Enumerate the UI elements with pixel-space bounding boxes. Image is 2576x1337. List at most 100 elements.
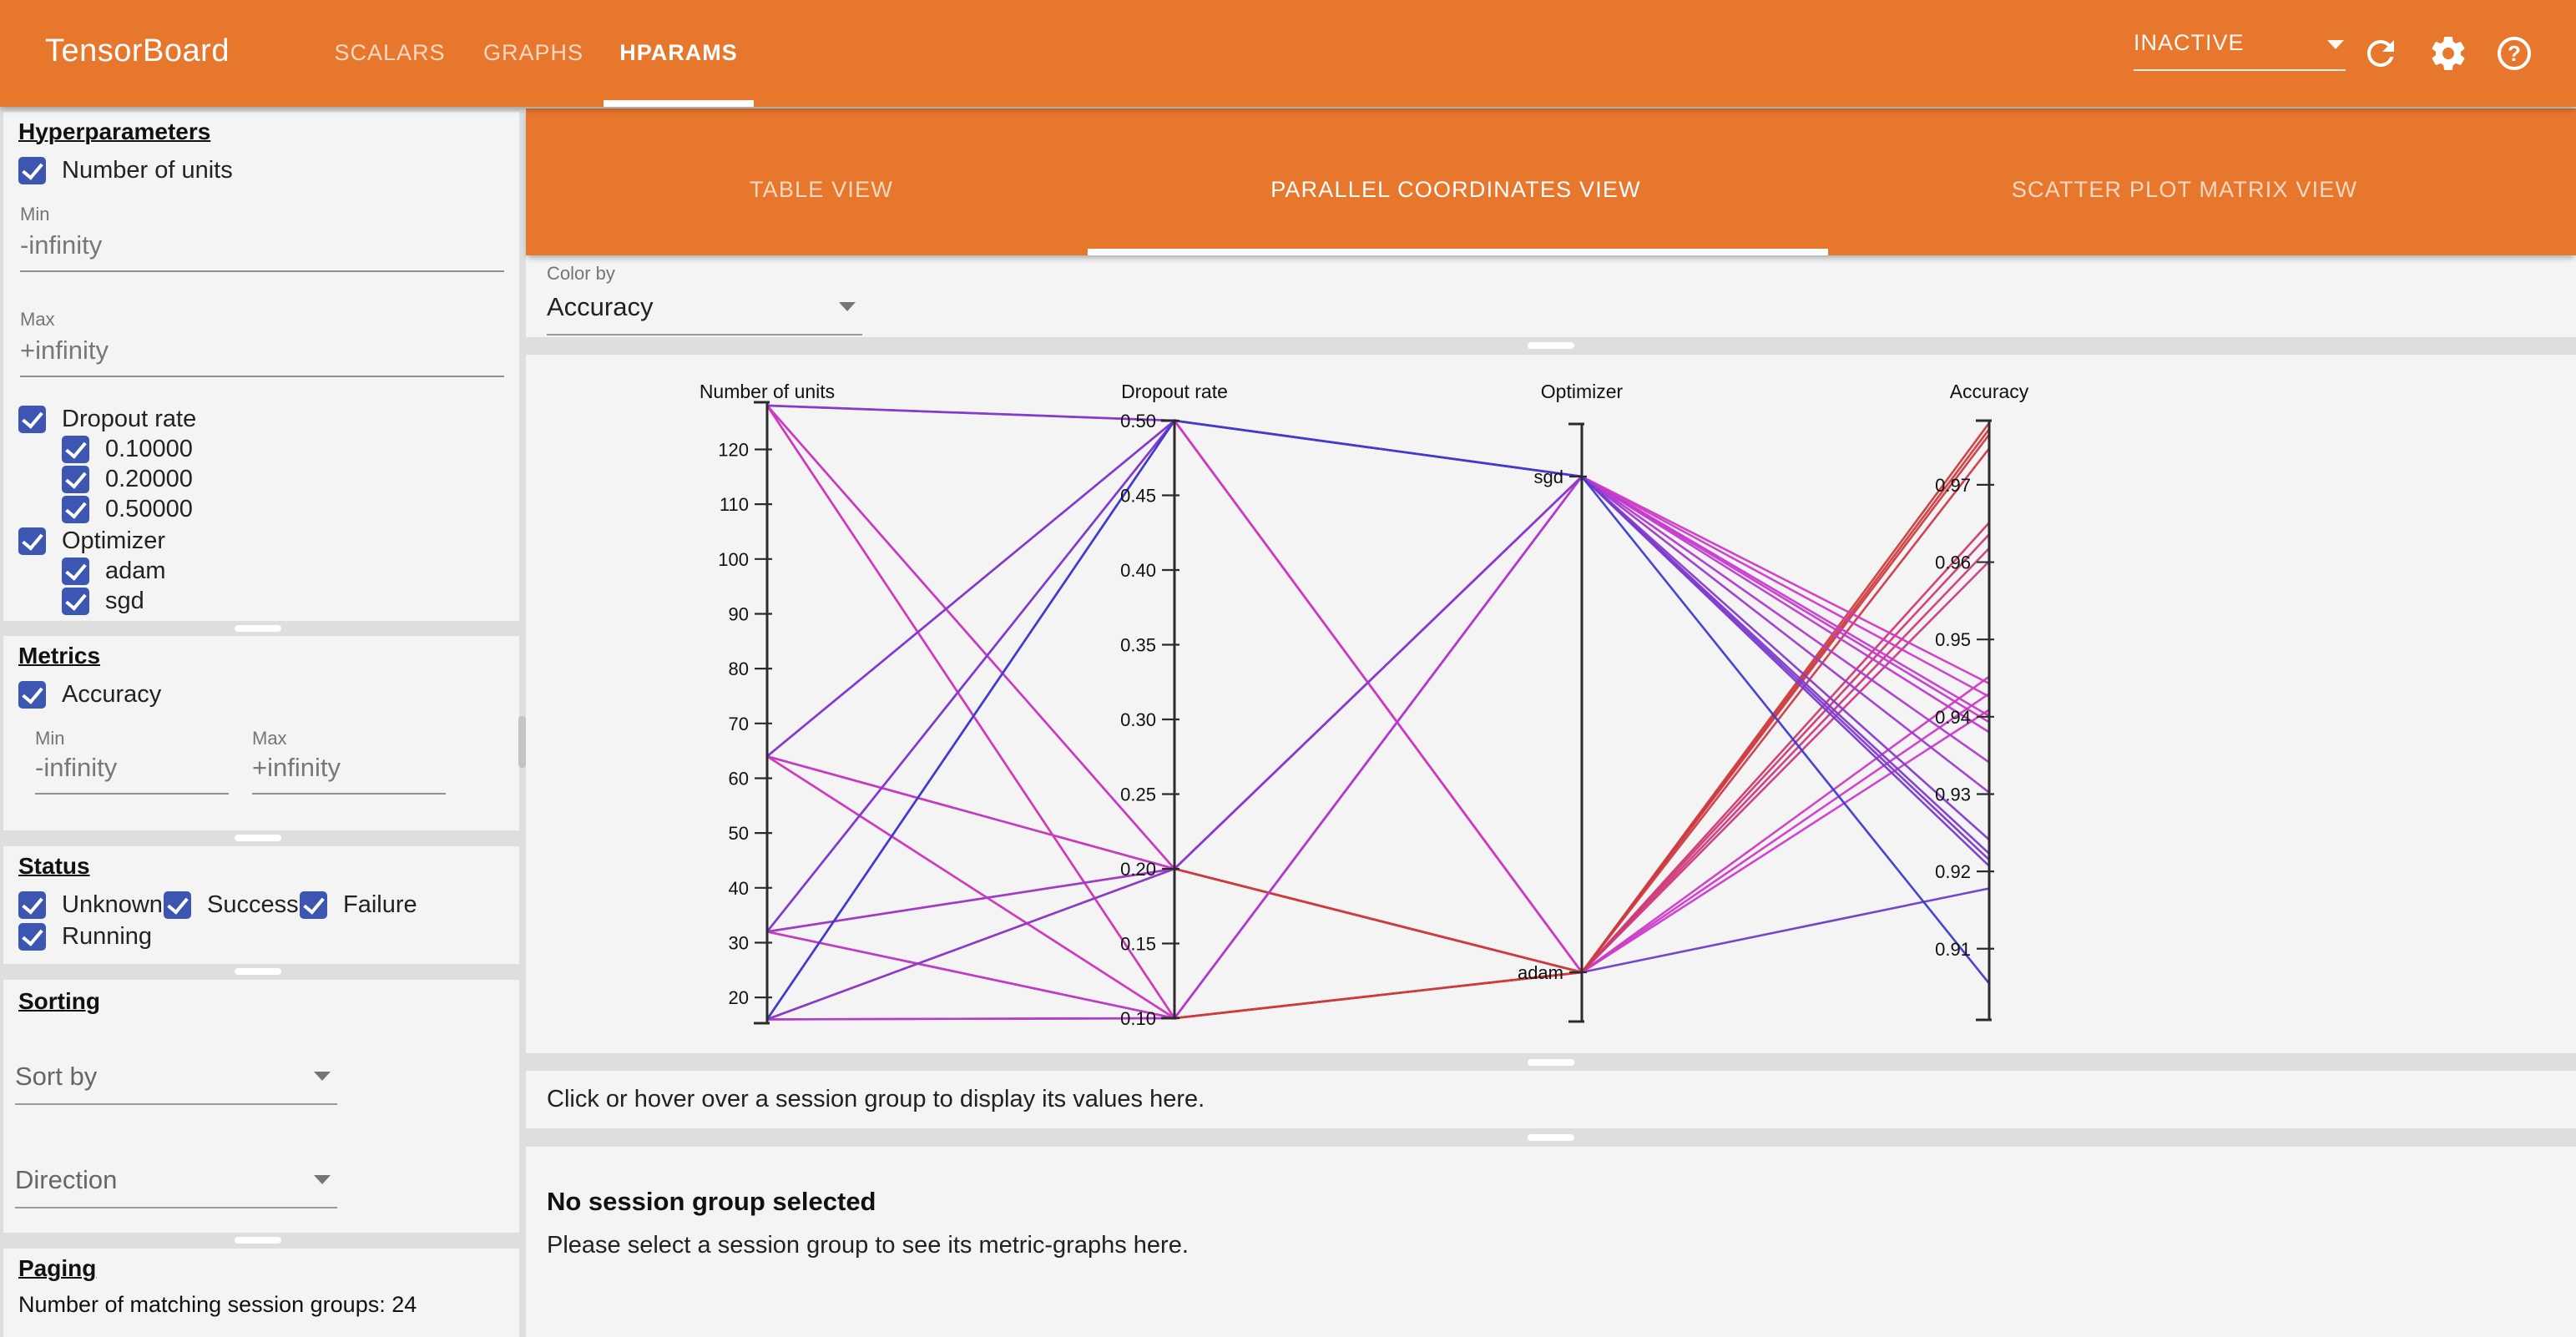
optimizer-value-sgd-checkbox[interactable] xyxy=(62,587,89,615)
nav-tab-scalars[interactable]: SCALARS xyxy=(334,40,446,65)
dropout-value-0.50000-row[interactable]: 0.50000 xyxy=(62,492,193,526)
status-success-label: Success xyxy=(207,890,299,918)
resize-handle[interactable] xyxy=(235,1237,281,1244)
tick-label: 0.94 xyxy=(1935,707,1971,728)
session-line[interactable] xyxy=(766,404,1990,974)
tab-table-view[interactable]: TABLE VIEW xyxy=(749,177,894,202)
resize-handle[interactable] xyxy=(1528,1134,1574,1141)
dropout-value-0.10000-row[interactable]: 0.10000 xyxy=(62,432,193,466)
session-line[interactable] xyxy=(766,405,1990,870)
session-line[interactable] xyxy=(765,419,1991,1021)
axis-optimizer[interactable]: Optimizer sgd adam xyxy=(1518,381,1624,1023)
active-nav-underline xyxy=(604,100,754,107)
parallel-coordinates-chart: Number of units 120 110 100 90 80 70 60 50 40 30 20… xyxy=(526,355,2576,1053)
dropout-value-0.20000-row[interactable]: 0.20000 xyxy=(62,462,193,496)
sidebar-scrollbar[interactable] xyxy=(518,716,526,768)
color-by-label: Color by xyxy=(547,263,615,284)
axis-units[interactable]: Number of units 120 110 100 90 80 70 60 50 40 30 20 xyxy=(700,381,835,1025)
resize-handle[interactable] xyxy=(235,835,281,841)
status-unknown-row[interactable]: Unknown xyxy=(18,888,163,921)
color-by-dropdown[interactable]: Accuracy xyxy=(547,292,862,336)
accuracy-max-input[interactable] xyxy=(252,753,446,795)
tick-label: 0.92 xyxy=(1935,861,1971,882)
resize-handle[interactable] xyxy=(235,968,281,975)
no-selection-title: No session group selected xyxy=(547,1187,876,1216)
dropout-value-0.10000-label: 0.10000 xyxy=(105,435,193,462)
status-running-label: Running xyxy=(62,922,153,950)
session-line[interactable] xyxy=(766,533,1990,974)
view-tabs-bar: TABLE VIEW PARALLEL COORDINATES VIEW SCA… xyxy=(526,108,2576,255)
status-failure-row[interactable]: Failure xyxy=(300,888,417,921)
dropout-value-0.50000-checkbox[interactable] xyxy=(62,495,89,523)
session-line[interactable] xyxy=(766,475,1990,1021)
hyperparameters-heading: Hyperparameters xyxy=(18,119,211,144)
session-line[interactable] xyxy=(766,475,1990,933)
status-running-checkbox[interactable] xyxy=(18,922,46,951)
resize-handle[interactable] xyxy=(1528,1059,1574,1066)
dropout-rate-checkbox[interactable] xyxy=(18,405,46,433)
session-line[interactable] xyxy=(766,419,1990,861)
hparam-optimizer-row[interactable]: Optimizer xyxy=(18,524,165,558)
sorting-section: Sorting Sort by Direction xyxy=(3,980,519,1233)
hparam-number-of-units-row[interactable]: Number of units xyxy=(18,154,233,187)
settings-button[interactable] xyxy=(2428,33,2468,73)
session-line[interactable] xyxy=(765,418,1990,1021)
parallel-coordinates-svg[interactable]: Number of units 120 110 100 90 80 70 60 50 40 30 20… xyxy=(526,355,2576,1053)
help-button[interactable]: ? xyxy=(2494,33,2534,73)
resize-handle[interactable] xyxy=(235,625,281,632)
direction-dropdown[interactable]: Direction xyxy=(15,1165,337,1208)
tick-label: 40 xyxy=(729,878,749,899)
color-by-value: Accuracy xyxy=(547,292,654,321)
session-line[interactable] xyxy=(766,447,1991,974)
top-app-bar: TensorBoard SCALARS GRAPHS HPARAMS INACT… xyxy=(0,0,2576,107)
units-min-input[interactable] xyxy=(20,230,504,272)
svg-text:?: ? xyxy=(2508,41,2521,66)
session-line[interactable] xyxy=(766,405,1991,974)
units-max-input[interactable] xyxy=(20,336,504,377)
status-unknown-label: Unknown xyxy=(62,890,163,918)
optimizer-value-adam-checkbox[interactable] xyxy=(62,557,89,585)
optimizer-value-sgd-row[interactable]: sgd xyxy=(62,584,144,618)
hparam-dropout-rate-row[interactable]: Dropout rate xyxy=(18,402,196,436)
status-success-checkbox[interactable] xyxy=(164,890,191,919)
axis-title-accuracy: Accuracy xyxy=(1950,381,2029,402)
tab-parallel-coordinates-view[interactable]: PARALLEL COORDINATES VIEW xyxy=(1270,177,1641,202)
optimizer-value-adam-row[interactable]: adam xyxy=(62,554,166,588)
tick-label: 0.45 xyxy=(1120,486,1156,507)
paging-section: Paging Number of matching session groups… xyxy=(3,1249,519,1337)
dropout-value-0.10000-checkbox[interactable] xyxy=(62,435,89,463)
no-selection-subtitle: Please select a session group to see its… xyxy=(547,1232,1189,1259)
active-tab-underline xyxy=(1088,249,1828,255)
reload-status-dropdown[interactable]: INACTIVE xyxy=(2134,30,2346,71)
optimizer-checkbox[interactable] xyxy=(18,527,46,555)
session-line[interactable] xyxy=(766,547,1990,1021)
axis-accuracy[interactable]: Accuracy 0.97 0.96 0.95 0.94 0.93 0.92 0.91 xyxy=(1935,381,2029,1022)
axis-dropout[interactable]: Dropout rate 0.50 0.45 0.40 0.35 0.30 0.25 0.20… xyxy=(1120,381,1228,1029)
nav-tab-hparams[interactable]: HPARAMS xyxy=(619,40,738,65)
tick-label: 20 xyxy=(729,987,749,1008)
dropout-value-0.20000-checkbox[interactable] xyxy=(62,465,89,493)
metric-accuracy-row[interactable]: Accuracy xyxy=(18,678,161,711)
status-running-row[interactable]: Running xyxy=(18,920,152,953)
chevron-down-icon xyxy=(2327,40,2344,49)
session-line[interactable] xyxy=(766,404,1990,855)
tick-label: 0.96 xyxy=(1935,552,1971,573)
sort-by-dropdown[interactable]: Sort by xyxy=(15,1062,337,1105)
resize-handle[interactable] xyxy=(1528,342,1574,349)
reload-status-value: INACTIVE xyxy=(2134,30,2245,55)
number-of-units-checkbox[interactable] xyxy=(18,156,46,184)
status-unknown-checkbox[interactable] xyxy=(18,890,46,919)
nav-tab-graphs[interactable]: GRAPHS xyxy=(482,40,584,65)
status-failure-checkbox[interactable] xyxy=(300,890,327,919)
hyperparameters-section: Hyperparameters Number of units Min Max … xyxy=(3,112,519,621)
session-line[interactable] xyxy=(766,475,1990,1021)
tick-label: 0.91 xyxy=(1935,939,1971,960)
accuracy-min-input[interactable] xyxy=(35,753,229,795)
refresh-button[interactable] xyxy=(2361,33,2401,73)
status-success-row[interactable]: Success xyxy=(164,888,299,921)
dropout-rate-label: Dropout rate xyxy=(62,405,197,432)
tick-label: sgd xyxy=(1534,467,1563,487)
tick-label: 0.97 xyxy=(1935,475,1971,496)
accuracy-checkbox[interactable] xyxy=(18,680,46,709)
tab-scatter-plot-matrix-view[interactable]: SCATTER PLOT MATRIX VIEW xyxy=(2011,177,2358,202)
